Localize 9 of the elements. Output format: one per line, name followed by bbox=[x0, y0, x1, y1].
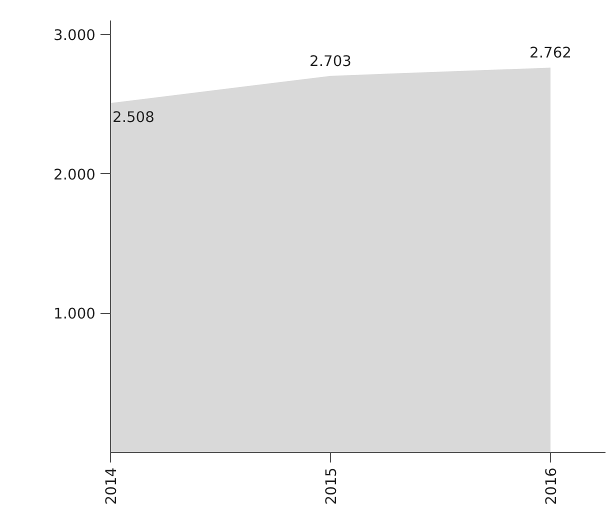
text: 2.762 bbox=[530, 44, 572, 62]
y-tick-label: 1.000 bbox=[54, 306, 96, 323]
y-tick-label: 2.000 bbox=[54, 166, 96, 184]
x-tick-label: 2015 bbox=[323, 467, 340, 505]
x-tick-label: 2016 bbox=[543, 467, 560, 505]
text: 2.703 bbox=[310, 52, 352, 70]
x-tick-label: 2014 bbox=[103, 467, 120, 505]
y-tick-label: 3.000 bbox=[54, 26, 96, 44]
text: 2.508 bbox=[112, 109, 154, 126]
